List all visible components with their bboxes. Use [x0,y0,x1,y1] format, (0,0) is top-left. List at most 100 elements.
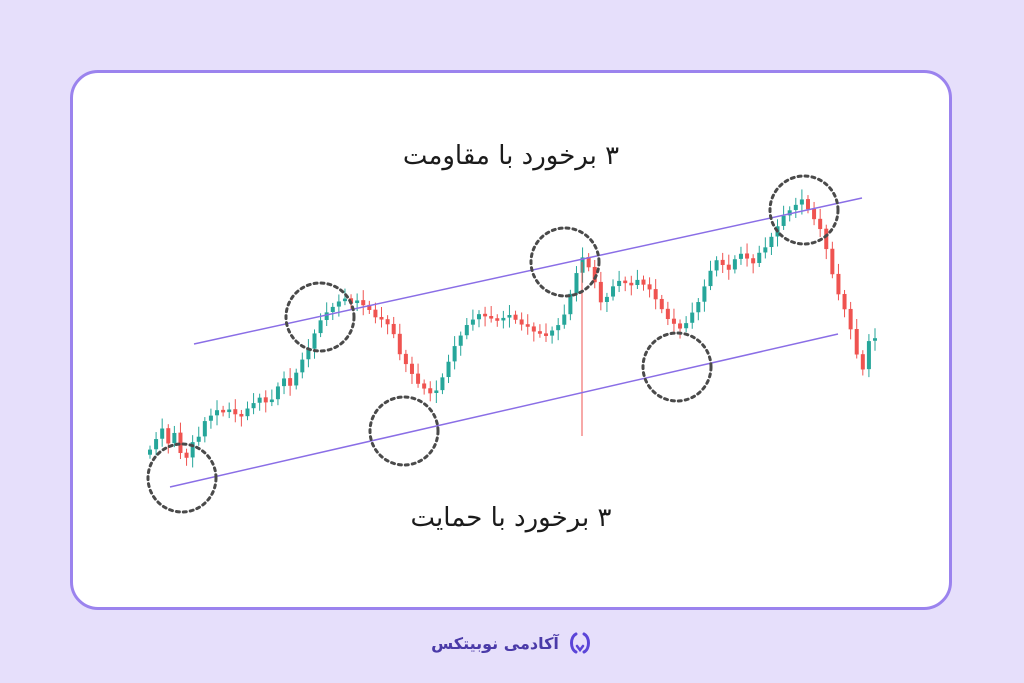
candle-body [440,377,445,391]
candle-body [385,319,390,325]
candle-body [294,372,299,386]
candle-body [154,439,159,450]
candle-body [202,421,207,437]
candle-body [836,273,841,295]
candle-body [184,452,189,458]
candle-body [757,252,762,263]
resistance-touch-3 [768,174,840,246]
candle-body [215,410,220,416]
candle-body [263,397,268,403]
brand: آکادمی نوبیتکس [0,630,1024,656]
candle-body [513,314,518,320]
candle-body [476,314,481,320]
candle-body [519,319,524,325]
support-trendline [169,333,839,488]
candle-body [470,319,475,325]
candle-body [178,432,183,454]
resistance-trendline [193,197,863,345]
candle-body [848,308,853,330]
support-touch-1 [146,442,218,514]
candle-body [275,386,280,400]
candle-body [324,312,329,321]
candle-body [818,218,823,230]
candle-body [397,333,402,355]
candle-body [598,281,603,303]
candle-body [708,270,713,287]
candle-body [422,383,427,389]
candle-body [580,257,585,273]
candle-body [318,320,323,334]
candle-body [550,330,555,336]
nobitex-logo-icon [569,632,590,654]
candle-body [671,318,676,324]
support-label: ۳ برخورد با حمایت [410,503,612,533]
candle-body [556,325,561,331]
candle-body [537,331,542,334]
candle-body [403,353,408,365]
candle-body [282,378,287,387]
candle-body [312,333,317,349]
candle-body [495,318,500,321]
candle-body [251,403,256,409]
candle-body [805,199,810,210]
candle-body [452,346,457,362]
candle-body [873,338,877,341]
candle-body [409,363,414,374]
candle-body [507,315,512,318]
candle-body [166,428,171,444]
candle-body [245,408,250,417]
candle-body [525,324,530,327]
candle-body [446,361,451,378]
candle-body [629,282,634,286]
candle-body [208,415,213,421]
candle-body [726,264,731,270]
candle-body [196,436,201,442]
candle-body [659,298,664,310]
candle-body [641,279,646,285]
candle-body [160,428,165,439]
candle-body [464,325,469,336]
candle-body [416,373,421,384]
candle-body [221,409,226,413]
candle-body [269,399,274,403]
candle-body [288,378,293,386]
candle-body [830,248,835,275]
candle-body [172,432,177,444]
candle-body [592,266,597,283]
candle-body [501,317,506,321]
candle-body [483,313,488,317]
candle-body [330,306,335,313]
candle-body [860,354,865,370]
candle-body [824,228,829,250]
candle-body [665,308,670,320]
candle-body [562,314,567,325]
candle-body [544,333,549,336]
candle-body [300,359,305,373]
candle-body [342,298,347,302]
candle-body [684,323,689,329]
candle-body [379,316,384,320]
candle-body [702,286,707,302]
candle-body [653,289,658,300]
candle-body [812,208,817,220]
candle-body [489,316,494,319]
candle-body [738,253,743,259]
candle-body [635,279,640,286]
candle-body [842,293,847,310]
candle-body [458,335,463,346]
candle-body [239,413,244,417]
candle-body [647,284,652,290]
candle-body [854,329,859,355]
resistance-touch-2 [529,226,601,298]
candle-body [568,293,573,315]
candle-body [799,199,804,205]
candle-body [769,236,774,248]
brand-name: آکادمی نوبیتکس [431,633,559,653]
candle-body [732,259,737,270]
candle-body [586,257,591,268]
candle-body [604,296,609,302]
candle-body [531,326,536,332]
candle-body [787,210,792,216]
candle-body [617,280,622,287]
